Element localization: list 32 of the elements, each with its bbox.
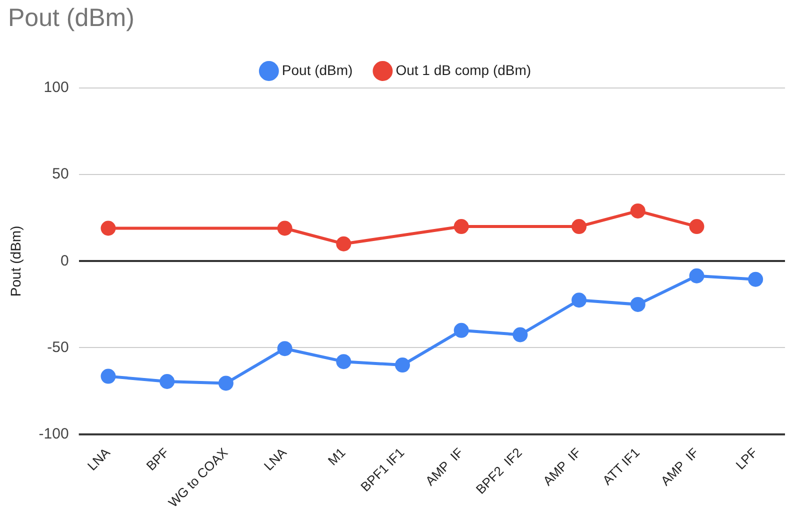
point [160, 374, 175, 390]
legend-label: Out 1 dB comp (dBm) [396, 62, 532, 78]
y-tick-label: -50 [47, 338, 69, 356]
x-tick-label: M1 [324, 444, 348, 468]
point [394, 358, 410, 373]
point [630, 296, 646, 312]
legend-label: Pout (dBm) [282, 62, 353, 78]
y-axis-title: Pout (dBm) [7, 226, 24, 297]
y-tick-label: 50 [52, 166, 69, 183]
point [100, 368, 116, 384]
x-tick-label: LNA [260, 444, 290, 474]
x-tick-label: LNA [84, 444, 114, 474]
point [689, 219, 704, 234]
point [336, 354, 352, 370]
point [572, 292, 587, 308]
x-tick-label: LPF [732, 444, 760, 472]
y-tick-label: 100 [44, 79, 69, 96]
point [572, 219, 587, 234]
chart-title: Pout (dBm) [8, 4, 134, 33]
point [277, 341, 292, 356]
point [748, 272, 764, 287]
point [218, 376, 234, 391]
point [512, 327, 528, 342]
point [689, 268, 704, 284]
point [454, 219, 469, 234]
point [277, 220, 292, 236]
point [336, 236, 352, 252]
point [100, 220, 116, 236]
y-tick-label: -100 [38, 425, 69, 442]
point [454, 322, 469, 338]
y-tick-label: 0 [60, 252, 69, 270]
point [630, 203, 646, 218]
